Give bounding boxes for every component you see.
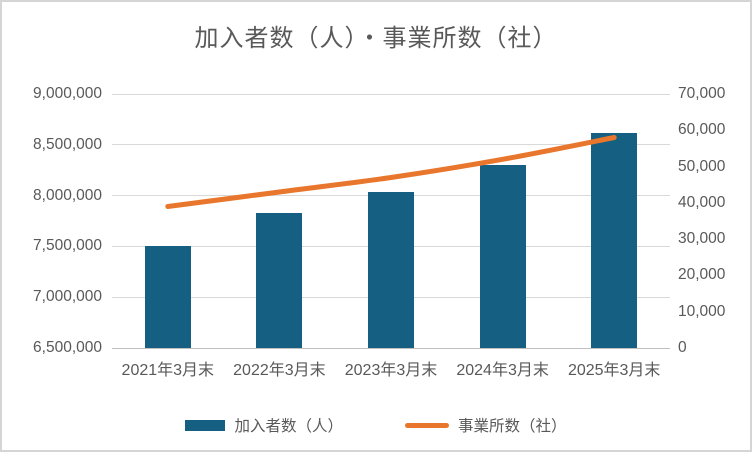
bar — [479, 165, 526, 348]
left-axis-tick-label: 7,000,000 — [33, 288, 102, 306]
right-axis-tick-label: 30,000 — [678, 230, 726, 248]
left-axis-tick-label: 9,000,000 — [33, 85, 102, 102]
right-axis-tick-label: 40,000 — [678, 193, 726, 211]
legend-label-subscribers: 加入者数（人） — [234, 418, 343, 435]
bar-swatch-icon — [185, 419, 226, 431]
legend: 加入者数（人） 事業所数（社） — [2, 414, 750, 436]
right-axis-tick-label: 10,000 — [678, 302, 726, 320]
left-axis-tick-label: 8,500,000 — [33, 135, 102, 153]
gridline — [112, 144, 670, 146]
gridline — [112, 93, 670, 95]
bar — [256, 212, 303, 348]
x-axis-category-label: 2024年3月末 — [456, 362, 549, 379]
legend-item-subscribers: 加入者数（人） — [185, 414, 343, 436]
left-axis-tick-label: 7,500,000 — [33, 237, 102, 255]
x-axis-category-label: 2022年3月末 — [233, 362, 326, 379]
left-axis-tick-label: 8,000,000 — [33, 186, 102, 204]
legend-label-establishments: 事業所数（社） — [458, 418, 567, 435]
x-axis-category-label: 2025年3月末 — [567, 362, 661, 379]
bar — [591, 132, 638, 348]
x-axis-category-label: 2023年3月末 — [344, 362, 438, 379]
right-axis-tick-label: 50,000 — [678, 157, 726, 175]
x-axis-category-label: 2021年3月末 — [121, 362, 215, 379]
left-axis-tick-label: 6,500,000 — [33, 339, 102, 356]
bar — [368, 191, 414, 348]
category-axis-line — [112, 347, 670, 349]
chart-title: 加入者数（人）・事業所数（社） — [194, 25, 558, 52]
right-axis-tick-label: 60,000 — [678, 121, 726, 139]
line-swatch-icon — [405, 422, 449, 428]
right-axis-tick-label: 70,000 — [678, 85, 726, 102]
legend-item-establishments: 事業所数（社） — [405, 414, 567, 436]
bar — [144, 246, 191, 348]
right-axis-tick-label: 20,000 — [678, 266, 726, 284]
right-axis-tick-label: 0 — [678, 339, 687, 356]
